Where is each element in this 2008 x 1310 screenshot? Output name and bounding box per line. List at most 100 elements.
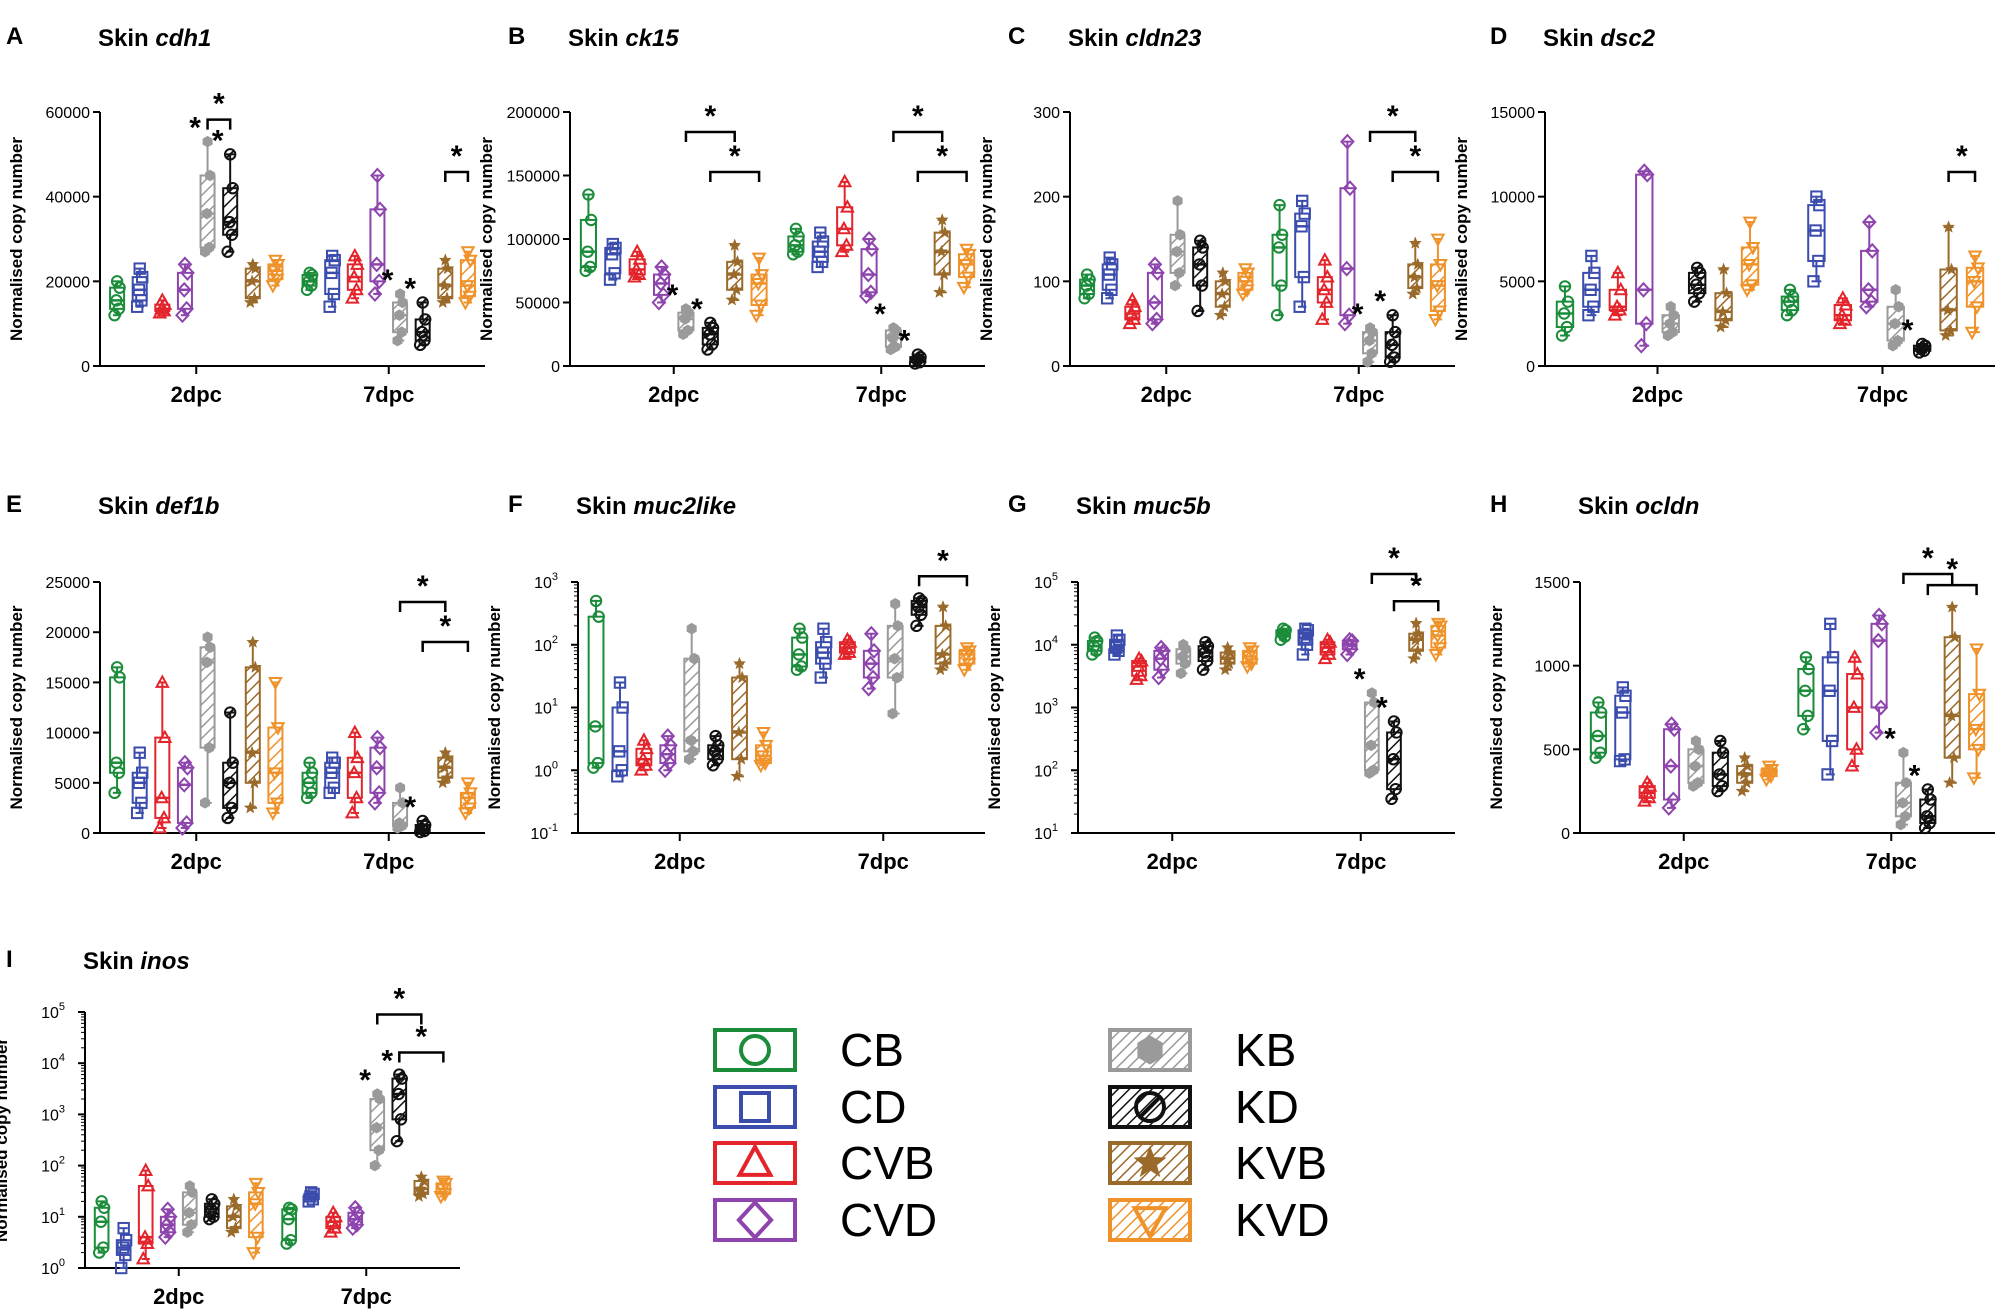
box-cd-7dpc <box>811 226 830 274</box>
y-tick-label: 104 <box>41 1052 65 1073</box>
y-tick-label: 150000 <box>507 169 560 186</box>
box-kvb-7dpc <box>1406 236 1425 300</box>
panel-d: D Skin dsc2 Normalised copy number 0 5000 100… <box>1452 23 1995 407</box>
box-cvb-2dpc <box>1129 650 1149 685</box>
legend-label: CVB <box>840 1137 935 1189</box>
box-cvd-7dpc <box>1339 631 1360 663</box>
panel-title: Skin muc2like <box>576 493 736 520</box>
box-kvb-2dpc <box>1735 750 1755 797</box>
box-cvd-7dpc <box>367 167 388 303</box>
box-cd-7dpc <box>814 622 833 684</box>
significance-bracket: * <box>892 100 944 142</box>
y-tick-label: 103 <box>534 571 558 592</box>
significance-bracket: * <box>1902 542 1954 584</box>
box-cvd-2dpc <box>175 754 195 836</box>
box-cvb-2dpc <box>135 1162 156 1265</box>
y-tick-label: 10000 <box>1491 190 1536 207</box>
significance-star: * <box>359 1064 371 1097</box>
y-tick-label: 60000 <box>46 105 91 122</box>
y-tick-label: 500 <box>1543 742 1570 759</box>
box-kvb-2dpc <box>1218 640 1237 676</box>
bracket-star: * <box>1922 542 1934 575</box>
box-kb-7dpc <box>1362 322 1379 368</box>
x-tick-label: 2dpc <box>1141 382 1192 407</box>
box-kvd-7dpc <box>956 243 977 296</box>
panel-letter: A <box>6 23 23 50</box>
box-cvb-2dpc <box>152 674 173 834</box>
x-tick-label: 7dpc <box>856 382 907 407</box>
bracket-star: * <box>1410 569 1422 602</box>
box-cvb-2dpc <box>1637 774 1658 807</box>
y-tick-label: 101 <box>1034 822 1058 843</box>
box-kb-2dpc <box>683 622 701 765</box>
significance-bracket: * <box>444 140 470 182</box>
panel-c: C Skin cldn23 Normalised copy number 0 100 20… <box>977 23 1455 407</box>
box-kvb-2dpc <box>224 1192 243 1238</box>
box-cvd-2dpc <box>1151 639 1171 686</box>
box-kd-7dpc <box>413 296 432 352</box>
box-cvb-7dpc <box>1317 631 1338 665</box>
box-cvd-7dpc <box>1858 214 1880 315</box>
y-tick-label: 100000 <box>507 232 560 249</box>
y-tick-label: 1000 <box>1534 659 1570 676</box>
y-tick-label: 105 <box>1034 571 1058 592</box>
box-kb-2dpc <box>1661 300 1680 342</box>
y-tick-label: 103 <box>1034 697 1058 718</box>
panel-b: B Skin ck15 Normalised copy number 0 50000 10… <box>477 23 985 407</box>
box-cvd-7dpc <box>1868 607 1890 741</box>
box-cd-2dpc <box>1100 251 1119 305</box>
box-cd-7dpc <box>1293 194 1311 313</box>
bracket-star: * <box>912 100 924 133</box>
box-kb-2dpc <box>181 1180 198 1238</box>
panel-letter: I <box>6 946 13 973</box>
box-cd-2dpc <box>1108 629 1126 661</box>
box-cb-7dpc <box>786 222 805 261</box>
x-tick-label: 2dpc <box>171 849 222 874</box>
box-kb-2dpc <box>1169 195 1186 292</box>
box-cd-2dpc <box>1613 681 1632 768</box>
box-kvd-2dpc <box>1739 216 1761 298</box>
box-kd-2dpc <box>706 729 725 772</box>
y-tick-label: 20000 <box>46 274 91 291</box>
significance-bracket: * <box>376 983 423 1025</box>
significance-star: * <box>667 279 679 312</box>
box-cd-2dpc <box>1582 249 1601 322</box>
box-cvb-7dpc <box>344 724 365 819</box>
bracket-star: * <box>439 610 451 643</box>
y-tick-label: 103 <box>41 1103 65 1124</box>
significance-star: * <box>1376 691 1388 724</box>
significance-bracket: * <box>398 1021 445 1063</box>
box-cvd-7dpc <box>861 625 882 697</box>
box-kd-2dpc <box>203 1193 221 1226</box>
significance-star: * <box>1354 663 1366 696</box>
bracket-star: * <box>1388 542 1400 575</box>
panel-letter: C <box>1008 23 1025 50</box>
significance-star: * <box>899 325 911 358</box>
box-cvd-7dpc <box>1337 133 1358 332</box>
y-axis-label: Normalised copy number <box>977 137 996 341</box>
box-cd-7dpc <box>323 249 341 313</box>
significance-bracket: * <box>398 570 447 612</box>
box-kd-7dpc <box>1385 715 1403 806</box>
panel-title: Skin ck15 <box>568 25 679 52</box>
legend-item-cb: CB <box>713 1024 904 1076</box>
box-cb-7dpc <box>1780 283 1800 322</box>
y-axis-label: Normalised copy number <box>1452 137 1471 341</box>
box-kvd-2dpc <box>265 676 286 821</box>
box-kvb-7dpc <box>1939 220 1959 342</box>
panel-a: A Skin cdh1 Normalised copy number 0 20000 40… <box>6 23 485 407</box>
box-kb-7dpc <box>392 288 409 347</box>
box-kd-7dpc <box>390 1068 408 1148</box>
y-axis-label: Normalised copy number <box>477 137 496 341</box>
x-tick-label: 2dpc <box>1632 382 1683 407</box>
panel-title: Skin inos <box>83 948 190 975</box>
panel-title: Skin cldn23 <box>1068 25 1202 52</box>
box-kvd-2dpc <box>245 1177 266 1261</box>
bracket-star: * <box>1956 140 1968 173</box>
box-cd-2dpc <box>130 746 149 820</box>
box-cvb-7dpc <box>344 247 365 304</box>
box-kb-7dpc <box>1363 687 1380 779</box>
significance-bracket: * <box>1391 140 1440 182</box>
bracket-star: * <box>415 1021 427 1054</box>
box-cd-7dpc <box>1807 190 1826 288</box>
